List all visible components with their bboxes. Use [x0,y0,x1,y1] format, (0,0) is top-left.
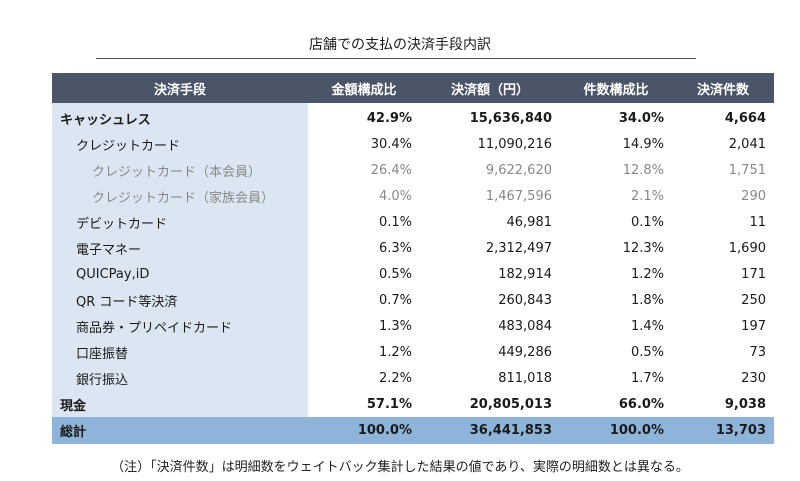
page-title: 店舗での支払の決済手段内訳 [309,37,491,53]
table-row: QR コード等決済 0.7% 260,843 1.8% 250 [52,287,774,313]
cell-count-ratio: 0.1% [630,214,664,230]
cell-amount-ratio: 0.5% [378,266,412,282]
cell-amount-ratio: 2.2% [378,370,412,386]
cell-amount-ratio: 1.2% [378,344,412,360]
table-row: 商品券・プリペイドカード 1.3% 483,084 1.4% 197 [52,313,774,339]
cell-amount-ratio: 57.1% [366,396,412,412]
cell-count-ratio: 12.3% [622,240,664,256]
table-row: QUICPay,iD 0.5% 182,914 1.2% 171 [52,261,774,287]
cell-amount-ratio: 100.0% [308,417,420,444]
cell-amount: 2,312,497 [485,240,552,256]
row-label: クレジットカード [52,131,308,157]
cell-amount-ratio: 0.1% [378,214,412,230]
cell-amount: 811,018 [498,370,552,386]
cell-amount: 483,084 [498,318,552,334]
cell-amount-ratio: 30.4% [370,136,412,152]
cell-amount: 15,636,840 [469,110,552,126]
cell-count: 1,690 [728,240,766,256]
cell-count: 4,664 [724,110,766,126]
cell-count-ratio: 1.7% [630,370,664,386]
row-label: 口座振替 [52,339,308,365]
cell-amount: 9,622,620 [485,162,552,178]
table-row: クレジットカード 30.4% 11,090,216 14.9% 2,041 [52,131,774,157]
row-label: 現金 [52,391,308,417]
row-label: クレジットカード（家族会員） [52,183,308,209]
cell-count-ratio: 100.0% [560,417,672,444]
cell-count: 9,038 [724,396,766,412]
row-label: 電子マネー [52,235,308,261]
cell-amount-ratio: 0.7% [378,292,412,308]
table-row: 口座振替 1.2% 449,286 0.5% 73 [52,339,774,365]
header-row: 決済手段 金額構成比 決済額（円） 件数構成比 決済件数 [52,73,774,103]
payment-method-table: 決済手段 金額構成比 決済額（円） 件数構成比 決済件数 キャッシュレス 42.… [52,73,774,444]
cell-count-ratio: 1.8% [630,292,664,308]
cell-amount: 260,843 [498,292,552,308]
cell-count-ratio: 2.1% [630,188,664,204]
cell-amount-ratio: 42.9% [366,110,412,126]
table-row: クレジットカード（家族会員） 4.0% 1,467,596 2.1% 290 [52,183,774,209]
cell-amount: 36,441,853 [420,417,560,444]
cell-amount: 20,805,013 [469,396,552,412]
cell-amount: 11,090,216 [477,136,552,152]
cell-count-ratio: 0.5% [630,344,664,360]
row-label: 総計 [52,417,308,444]
header-method: 決済手段 [52,73,308,103]
cell-count-ratio: 66.0% [618,396,664,412]
row-label: QR コード等決済 [52,287,308,313]
cell-count: 197 [741,318,766,334]
cell-count: 290 [741,188,766,204]
cell-count: 171 [741,266,766,282]
table-row: デビットカード 0.1% 46,981 0.1% 11 [52,209,774,235]
cell-count-ratio: 1.4% [630,318,664,334]
row-label: デビットカード [52,209,308,235]
table-row: 現金 57.1% 20,805,013 66.0% 9,038 [52,391,774,417]
cell-count: 250 [741,292,766,308]
row-label: キャッシュレス [52,103,308,131]
cell-count: 11 [749,214,766,230]
cell-count: 13,703 [672,417,774,444]
row-label: クレジットカード（本会員） [52,157,308,183]
header-count-ratio: 件数構成比 [560,73,672,103]
title-underline [96,58,696,59]
table-row: 銀行振込 2.2% 811,018 1.7% 230 [52,365,774,391]
header-amount: 決済額（円） [420,73,560,103]
cell-amount: 449,286 [498,344,552,360]
cell-count: 2,041 [728,136,766,152]
cell-amount-ratio: 4.0% [378,188,412,204]
table-row: クレジットカード（本会員） 26.4% 9,622,620 12.8% 1,75… [52,157,774,183]
row-label: 銀行振込 [52,365,308,391]
header-amount-ratio: 金額構成比 [308,73,420,103]
cell-count-ratio: 14.9% [622,136,664,152]
cell-count-ratio: 34.0% [618,110,664,126]
row-label: 商品券・プリペイドカード [52,313,308,339]
cell-amount-ratio: 1.3% [378,318,412,334]
cell-amount-ratio: 26.4% [370,162,412,178]
cell-count: 73 [749,344,766,360]
total-row: 総計 100.0% 36,441,853 100.0% 13,703 [52,417,774,444]
cell-count: 1,751 [728,162,766,178]
table-row: キャッシュレス 42.9% 15,636,840 34.0% 4,664 [52,103,774,131]
header-count: 決済件数 [672,73,774,103]
cell-count: 230 [741,370,766,386]
cell-amount: 182,914 [498,266,552,282]
cell-amount-ratio: 6.3% [378,240,412,256]
cell-count-ratio: 1.2% [630,266,664,282]
table-row: 電子マネー 6.3% 2,312,497 12.3% 1,690 [52,235,774,261]
cell-amount: 1,467,596 [485,188,552,204]
footnote: （注）「決済件数」は明細数をウェイトバック集計した結果の値であり、実際の明細数と… [111,460,689,475]
cell-count-ratio: 12.8% [622,162,664,178]
cell-amount: 46,981 [506,214,553,230]
row-label: QUICPay,iD [52,261,308,287]
